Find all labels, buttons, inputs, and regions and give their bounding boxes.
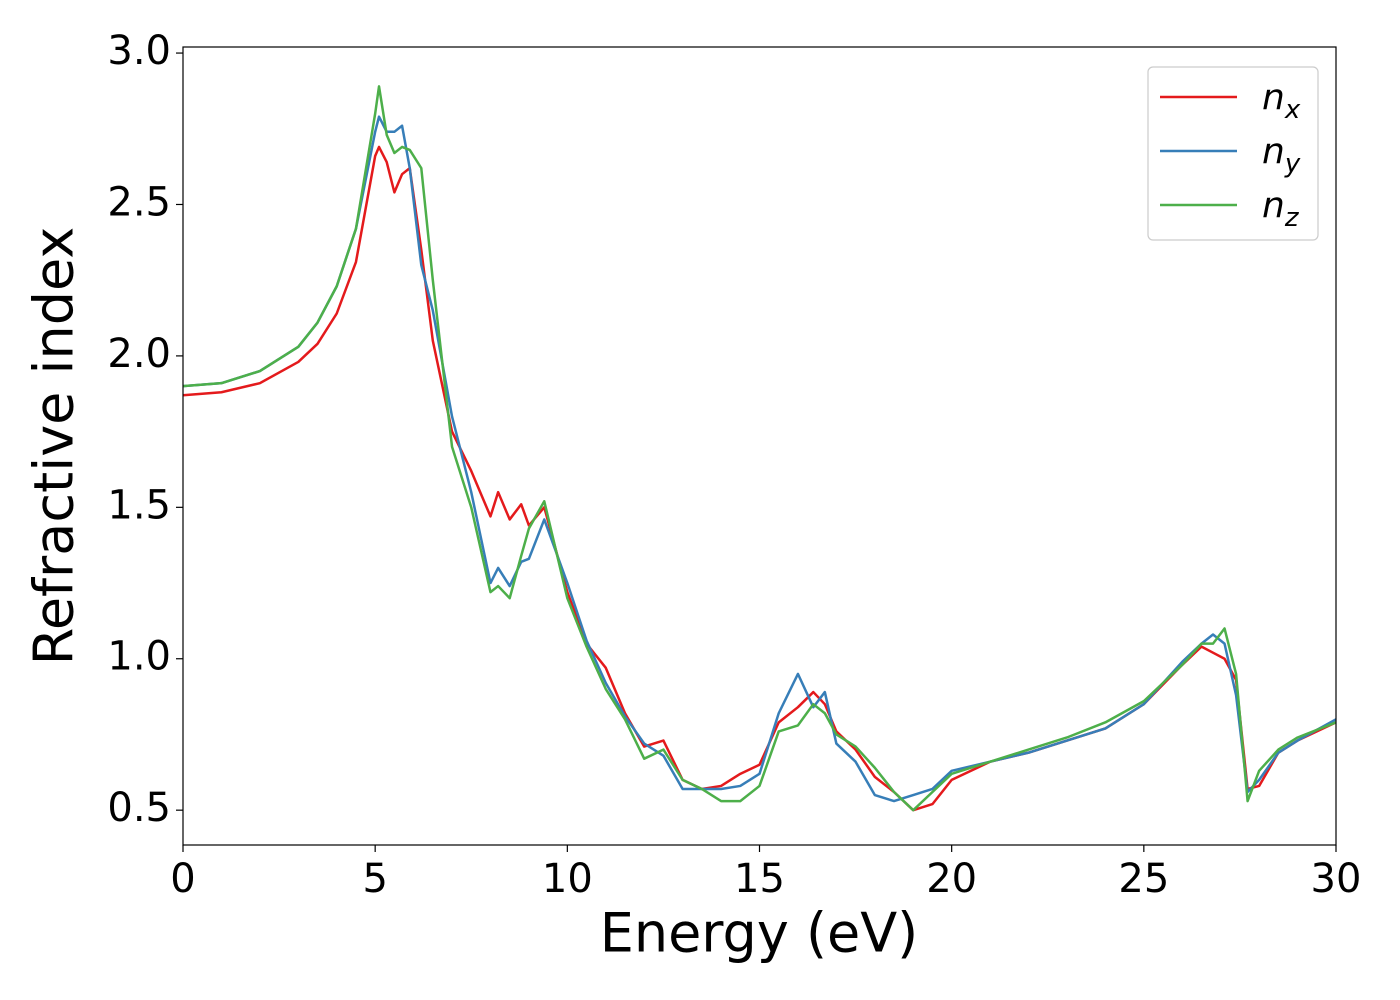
y-tick-label: 3.0	[107, 28, 171, 74]
y-tick-label: 2.5	[107, 179, 171, 225]
x-tick-label: 20	[926, 856, 977, 902]
legend-label-main: n	[1262, 131, 1285, 172]
y-tick-label: 1.5	[107, 482, 171, 528]
x-tick-label: 0	[170, 856, 195, 902]
y-tick-label: 2.0	[107, 331, 171, 377]
y-axis-label: Refractive index	[23, 227, 86, 666]
legend-box	[1147, 66, 1319, 241]
y-tick-label: 0.5	[107, 785, 171, 831]
legend-label: nz	[1262, 185, 1300, 233]
series-line	[183, 85, 1336, 812]
legend-label-subscript: x	[1284, 95, 1301, 125]
x-tick-label: 5	[362, 856, 387, 902]
legend-label: nx	[1262, 77, 1301, 125]
x-tick-label: 25	[1118, 856, 1169, 902]
series-line	[183, 115, 1336, 803]
legend-label-main: n	[1262, 77, 1285, 118]
legend-label: ny	[1262, 131, 1301, 179]
x-tick-label: 15	[734, 856, 785, 902]
legend-label-subscript: y	[1284, 149, 1301, 179]
legend-label-main: n	[1262, 185, 1285, 226]
x-tick-label: 10	[542, 856, 593, 902]
x-axis-label: Energy (eV)	[600, 902, 919, 965]
y-tick-label: 1.0	[107, 634, 171, 680]
legend-label-subscript: z	[1284, 203, 1300, 233]
x-tick-label: 30	[1311, 856, 1362, 902]
